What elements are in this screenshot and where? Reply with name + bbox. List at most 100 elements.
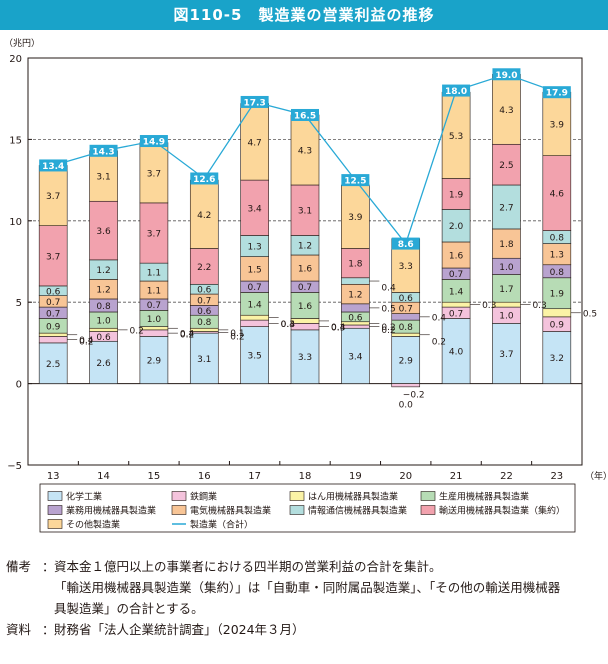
total-label: 19.0 [495,71,517,81]
bar-segment [139,142,169,204]
data-label: 4.7 [247,138,261,148]
bar-segment [341,277,370,285]
x-tick-label: 14 [97,471,110,482]
data-label: 0.8 [96,302,111,312]
data-label: 1.8 [348,260,363,270]
data-label: 3.1 [96,173,110,183]
data-label: −0.2 [403,391,425,401]
data-label: 0.6 [96,333,111,343]
data-label: 0.4 [381,284,396,294]
total-marker [542,86,571,99]
remark-row: 備考 ： 資本金１億円以上の事業者における四半期の営業利益の合計を集計。 [6,556,606,577]
remark-line-1: 資本金１億円以上の事業者における四半期の営業利益の合計を集計。 [54,559,442,574]
plot-frame [27,57,583,466]
data-label: 2.5 [46,360,60,370]
source-key: 資料 [6,622,32,637]
data-label: 1.7 [499,285,513,295]
data-label: 0.2 [130,326,144,336]
data-label: 0.3 [482,301,496,311]
data-label: 3.1 [197,355,211,365]
x-tick-label: 13 [47,471,60,482]
data-label: 4.3 [298,146,312,156]
x-tick-label: 20 [399,471,412,482]
data-label: 0.4 [331,323,346,333]
data-label: 2.6 [96,359,111,369]
data-label: 0.8 [399,323,414,333]
bar-segment [290,292,320,319]
data-label: 2.5 [499,161,513,171]
notes: 備考 ： 資本金１億円以上の事業者における四半期の営業利益の合計を集計。 「輸送… [6,556,606,640]
data-label: 0.8 [550,234,565,244]
total-marker [89,144,118,157]
bar-segment [391,383,421,388]
x-tick-label: 21 [450,471,463,482]
data-label: 3.2 [550,354,564,364]
data-label: 3.7 [147,230,161,240]
data-label: 0.7 [449,309,463,319]
bar-segment [290,318,320,324]
data-label: 1.3 [550,251,564,261]
data-label: 0.0 [399,401,414,411]
total-marker [240,95,269,108]
data-label: 3.7 [46,192,60,202]
bar-segment [441,209,471,243]
data-label: 3.9 [550,120,565,130]
bar-segment [542,308,572,318]
bar-segment [492,274,521,303]
data-label: 1.0 [96,317,111,327]
bar-segment [240,314,269,321]
data-label: 0.9 [550,321,565,331]
data-label: 2.0 [449,222,464,232]
source-text: 財務省「法人企業統計調査」（2024年３月） [54,622,305,637]
y-tick-label: 0 [16,380,22,391]
bar-segment [240,256,269,282]
source-colon: ： [42,622,55,637]
legend-swatch [289,491,305,501]
bar-segment [492,184,521,230]
data-label: 0.9 [46,322,61,332]
x-tick-label: 17 [248,471,261,482]
x-tick-label: 18 [299,471,312,482]
data-label: 1.6 [298,302,313,312]
y-tick-label: 15 [9,135,22,146]
bar-segment [38,332,68,337]
data-label: 4.3 [499,106,513,116]
legend-label: 製造業（合計） [190,519,253,531]
remark-colon: ： [42,559,55,574]
x-tick-label: 19 [349,471,362,482]
legend-label: 鉄鋼業 [190,491,217,503]
data-label: 1.6 [449,251,464,261]
data-label: 2.9 [399,356,414,366]
total-label: 17.3 [244,98,266,108]
total-label: 17.9 [546,89,568,99]
total-marker [492,68,521,81]
bar-segment [391,313,421,321]
source-row: 資料 ： 財務省「法人企業統計調査」（2024年３月） [6,619,606,640]
legend-label: はん用機械器具製造業 [308,491,398,503]
data-label: 0.2 [180,331,194,341]
data-label: 1.0 [499,263,514,273]
x-tick-label: 23 [550,471,563,482]
total-marker [190,172,219,185]
data-label: 0.2 [381,326,395,336]
data-label: 3.6 [96,227,111,237]
data-label: 0.7 [399,304,413,314]
x-tick-label: 22 [500,471,513,482]
data-label: 0.4 [432,313,447,323]
data-label: 1.2 [96,286,110,296]
legend-label: 化学工業 [66,491,102,503]
data-label: 1.1 [147,269,161,279]
data-label: 1.2 [96,266,110,276]
total-label: 16.5 [294,111,316,121]
legend-box [39,483,576,533]
data-label: 0.2 [230,332,244,342]
bar-segment [189,332,219,384]
y-tick-label: 20 [9,54,22,65]
total-marker [39,159,68,172]
bar-segment [391,336,421,384]
bar-segment [441,241,471,269]
legend-label: 情報通信機械器具製造業 [308,505,407,517]
data-label: 0.3 [331,323,345,333]
data-label: 0.2 [432,337,446,347]
data-label: 0.7 [46,309,60,319]
